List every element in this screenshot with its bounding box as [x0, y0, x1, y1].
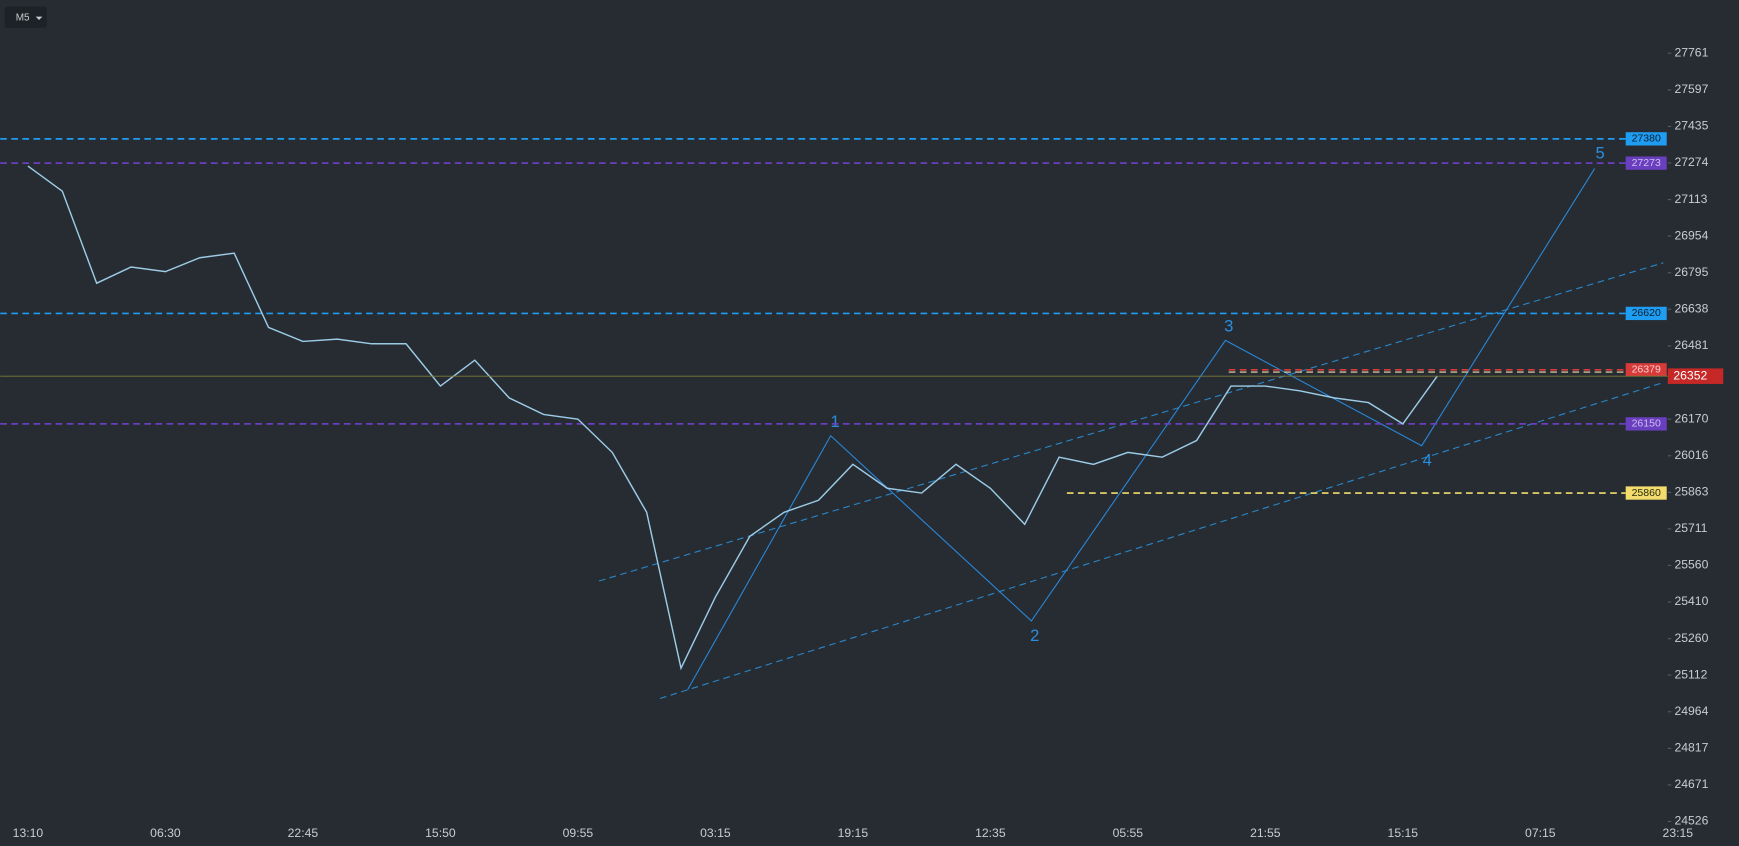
- wave-label: 1: [831, 412, 840, 431]
- level-label-box: [1625, 486, 1667, 500]
- y-tick-label: 27274: [1674, 155, 1708, 169]
- level-label: 26379: [1632, 364, 1661, 376]
- price-line: [27, 165, 1438, 671]
- y-tick-label: 24526: [1674, 814, 1708, 828]
- x-tick-label: 03:15: [700, 826, 731, 840]
- level-label: 25860: [1632, 487, 1661, 499]
- wave-path: [687, 168, 1596, 690]
- timeframe-label: M5: [16, 12, 30, 23]
- y-tick-label: 25863: [1674, 485, 1708, 499]
- y-tick-label: 25112: [1674, 667, 1707, 681]
- y-tick-label: 26170: [1674, 411, 1708, 425]
- y-tick-label: 26954: [1674, 228, 1708, 242]
- y-tick-label: 25711: [1674, 521, 1707, 535]
- x-tick-label: 13:10: [13, 826, 44, 840]
- y-tick-label: 25260: [1674, 631, 1708, 645]
- y-tick-label: 26638: [1674, 301, 1708, 315]
- y-tick-label: 26481: [1674, 338, 1708, 352]
- y-tick-label: 24964: [1674, 704, 1708, 718]
- x-tick-label: 05:55: [1113, 826, 1144, 840]
- x-tick-label: 21:55: [1250, 826, 1281, 840]
- y-tick-label: 26795: [1674, 265, 1708, 279]
- x-tick-label: 06:30: [150, 826, 181, 840]
- level-label-box: [1625, 156, 1667, 170]
- y-tick-label: 27113: [1674, 192, 1707, 206]
- y-tick-label: 25410: [1674, 594, 1708, 608]
- x-tick-label: 15:15: [1388, 826, 1419, 840]
- level-label-box: [1625, 363, 1667, 377]
- level-label: 27273: [1632, 157, 1661, 169]
- level-label-box: [1625, 132, 1667, 146]
- x-tick-label: 19:15: [838, 826, 869, 840]
- x-tick-label: 23:15: [1663, 826, 1694, 840]
- y-tick-label: 27761: [1674, 45, 1708, 59]
- level-label-box: [1625, 306, 1667, 321]
- wave-label: 2: [1030, 626, 1039, 645]
- x-tick-label: 12:35: [975, 826, 1006, 840]
- wave-label: 4: [1423, 451, 1432, 470]
- y-tick-label: 27435: [1674, 119, 1708, 133]
- x-tick-label: 22:45: [288, 826, 319, 840]
- y-tick-label: 26016: [1674, 448, 1708, 462]
- y-tick-label: 27597: [1674, 82, 1708, 96]
- wave-label: 5: [1596, 144, 1605, 163]
- level-label: 27380: [1632, 133, 1661, 145]
- x-tick-label: 07:15: [1525, 826, 1556, 840]
- last-price-box: [1667, 368, 1724, 384]
- level-label: 26150: [1632, 418, 1661, 430]
- y-tick-label: 24671: [1674, 777, 1708, 791]
- channel-upper: [598, 262, 1664, 582]
- y-tick-label: 25560: [1674, 558, 1708, 572]
- level-label: 26620: [1632, 307, 1661, 319]
- channel-lower: [659, 382, 1664, 700]
- y-tick-label: 24817: [1674, 741, 1708, 755]
- wave-label: 3: [1224, 316, 1233, 335]
- x-tick-label: 15:50: [425, 826, 456, 840]
- last-price-label: 26352: [1673, 368, 1707, 382]
- timeframe-button[interactable]: [4, 6, 47, 28]
- dropdown-arrow: [35, 16, 43, 20]
- level-label-box: [1625, 417, 1667, 431]
- x-tick-label: 09:55: [563, 826, 594, 840]
